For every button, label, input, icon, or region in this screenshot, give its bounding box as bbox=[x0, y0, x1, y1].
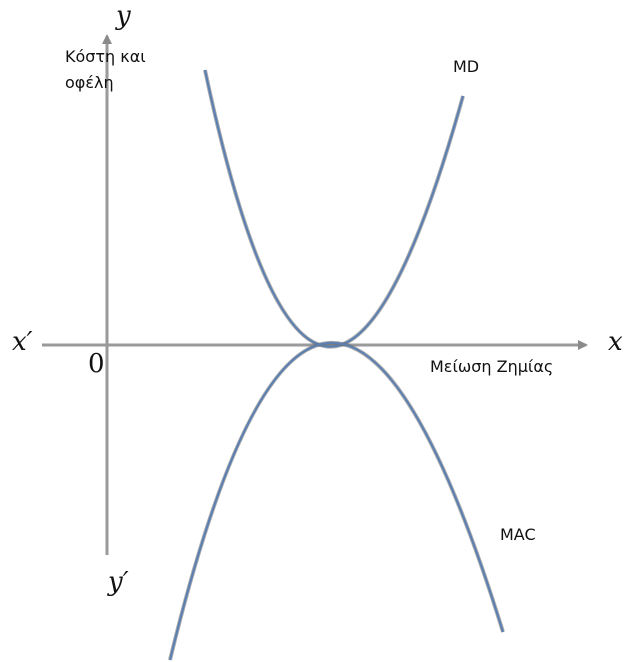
origin-label: 0 bbox=[88, 349, 105, 379]
mac-curve-shadow bbox=[168, 340, 505, 661]
y-axis-end-label: y bbox=[115, 1, 131, 31]
mac-curve bbox=[168, 341, 505, 661]
md-curve bbox=[203, 69, 465, 348]
x-axis-end-label: x bbox=[608, 327, 623, 357]
x-axis-title: Μείωση Ζημίας bbox=[430, 357, 553, 376]
md-curve-shadow bbox=[203, 69, 465, 349]
y-axis-start-label: y′ bbox=[107, 567, 129, 597]
y-axis-title-line1: Κόστη και bbox=[65, 47, 146, 66]
x-axis-start-label: x′ bbox=[12, 327, 33, 357]
mac-curve-label: MAC bbox=[500, 525, 536, 544]
y-axis-title-line2: οφέλη bbox=[65, 73, 114, 92]
md-curve-label: MD bbox=[453, 57, 479, 76]
